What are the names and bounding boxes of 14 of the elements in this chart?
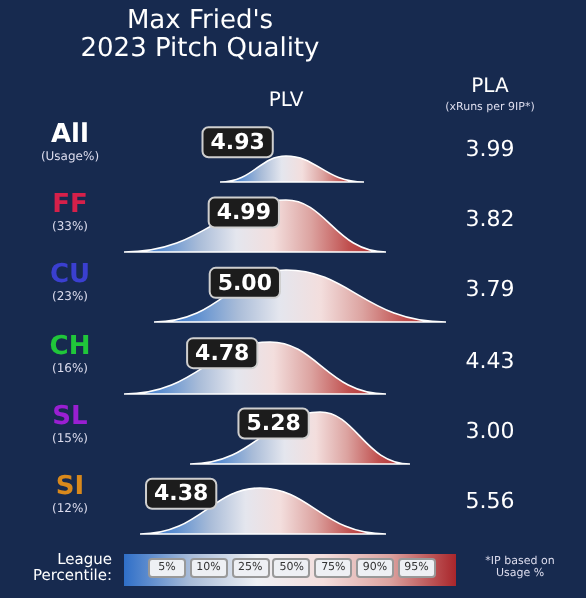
data-label: 4.43: [463, 347, 517, 374]
data-label: 3.82: [463, 206, 517, 233]
series-label: PLV: [266, 90, 306, 112]
data-label: 5.00: [217, 269, 273, 296]
data-label: 5.56: [463, 488, 517, 515]
data-label: 3.79: [463, 276, 517, 303]
data-label: 3.00: [463, 417, 517, 444]
data-label: 4.78: [195, 339, 250, 366]
data-label: 3.99: [463, 136, 517, 163]
data-label: 5.28: [246, 410, 301, 437]
data-label: 4.93: [210, 129, 265, 155]
data-label: 4.99: [216, 199, 271, 226]
text: Max Fried's 2023 Pitch Quality: [78, 6, 322, 66]
data-label: 4.38: [154, 480, 209, 507]
